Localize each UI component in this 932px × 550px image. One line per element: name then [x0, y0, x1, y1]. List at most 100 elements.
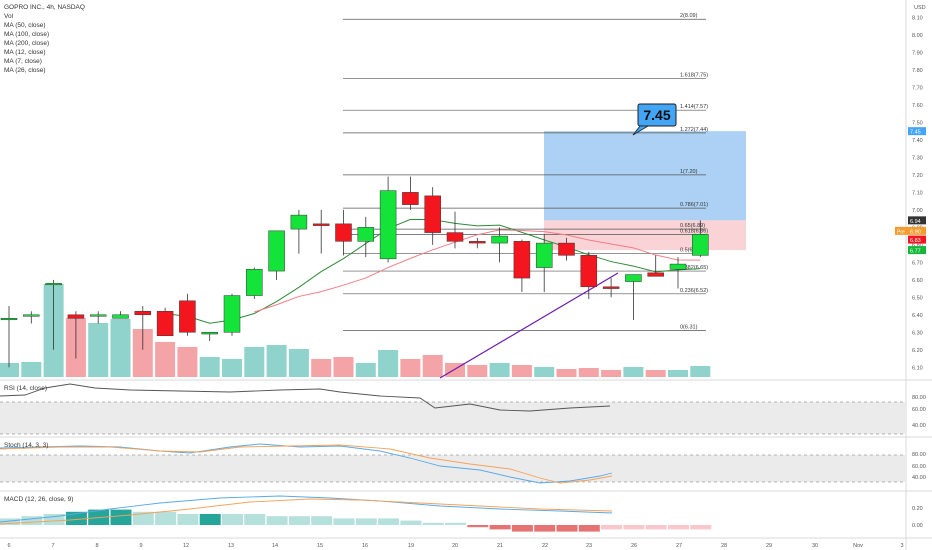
fib-label: 0.618(6.86)	[680, 228, 708, 234]
macd-histogram-bar	[266, 516, 288, 525]
legend-ma12: MA (12, close)	[4, 49, 46, 56]
price-tag-text: 6.94	[910, 219, 921, 225]
time-tick-label: 9	[139, 543, 142, 549]
volume-bar	[601, 370, 622, 377]
macd-histogram-bar	[489, 525, 511, 530]
macd-histogram-bar	[556, 525, 578, 532]
macd-histogram-bar	[311, 516, 333, 525]
price-tick-label: 6.40	[912, 313, 923, 319]
time-tick-label: 16	[362, 543, 368, 549]
target-badge-text: 7.45	[643, 107, 670, 123]
candle-body	[602, 286, 620, 289]
time-tick-label: 28	[721, 543, 727, 549]
price-tick-label: 6.30	[912, 330, 923, 336]
candle-body	[201, 332, 218, 335]
legend-ma100: MA (100, close)	[4, 31, 49, 38]
price-tick-label: 7.60	[912, 103, 923, 109]
legend-ma26: MA (26, close)	[4, 67, 46, 74]
time-tick-label: 14	[272, 543, 278, 549]
currency-label: USD	[914, 5, 926, 11]
volume-bar	[177, 347, 198, 377]
symbol-title: GOPRO INC., 4h, NASDAQ	[4, 4, 85, 11]
time-tick-label: 27	[676, 543, 682, 549]
candles	[0, 176, 709, 368]
price-tick-label: 8.10	[912, 15, 923, 21]
price-tick-label: 7.50	[912, 120, 923, 126]
macd-histogram-bar	[110, 509, 132, 525]
time-tick-label: 20	[452, 543, 458, 549]
price-tag	[908, 235, 926, 244]
macd-histogram-bar	[690, 525, 712, 530]
fib-label: 1.414(7.57)	[680, 104, 708, 110]
time-tick-label: 30	[812, 543, 818, 549]
volume-bar	[645, 370, 666, 377]
macd-histogram-bar	[222, 514, 243, 525]
volume-bar	[88, 323, 109, 377]
price-tag-text: 6.77	[910, 249, 921, 255]
macd-histogram-bar	[378, 518, 400, 525]
volume-bar	[623, 367, 644, 377]
macd-histogram-bar	[333, 518, 355, 525]
macd-histogram-bar	[244, 514, 266, 525]
candle-body	[535, 242, 553, 268]
time-tick-label: Nov	[853, 543, 863, 549]
macd-histogram-bar	[645, 525, 667, 530]
fib-label: 0.382(6.65)	[680, 265, 708, 271]
time-tick-label: 21	[497, 543, 503, 549]
price-tag	[908, 127, 926, 136]
volume-bar	[244, 347, 265, 377]
macd-histogram-bar	[601, 525, 623, 530]
rsi-line	[0, 383, 611, 412]
macd-histogram-bar	[400, 520, 422, 525]
stoch-tick-label: 60.00	[912, 464, 926, 470]
volume-bar	[578, 368, 599, 377]
signal-line	[0, 498, 613, 525]
price-tag	[908, 226, 926, 235]
time-tick-label: 23	[586, 543, 592, 549]
candle-body	[446, 232, 464, 242]
candle-body	[357, 227, 375, 242]
volume-bar	[199, 357, 220, 377]
volume-bar	[110, 319, 131, 377]
rsi-tick-label: 40.00	[912, 423, 926, 429]
volume-bar	[400, 359, 421, 377]
time-tick-label: 8	[95, 543, 98, 549]
price-tick-label: 6.20	[912, 348, 923, 354]
macd-histogram-bar	[43, 514, 65, 525]
price-tag-prefix-text: Pre	[897, 229, 905, 235]
candle-body	[625, 274, 642, 282]
candle-body	[469, 241, 486, 244]
candle-body	[45, 283, 62, 286]
volume-bar	[355, 363, 376, 377]
price-tick-label: 7.40	[912, 138, 923, 144]
legend-ma50: MA (50, close)	[4, 22, 46, 29]
rsi-band	[0, 402, 906, 434]
fib-label: 2(8.09)	[680, 13, 698, 19]
candle-body	[134, 311, 152, 316]
candle-body	[558, 242, 575, 256]
target-price-badge[interactable]: 7.45	[632, 103, 677, 136]
price-tick-label: 6.80	[912, 243, 923, 249]
candle-body	[312, 223, 330, 226]
oscillators	[0, 383, 712, 532]
macd-histogram-bar	[21, 516, 43, 525]
price-axis[interactable]: 8.10 8.00 7.90 7.80 7.70 7.60 7.50 7.40 7.30 7.20…	[895, 15, 926, 529]
volume-bar	[222, 359, 242, 377]
macd-histogram-bar	[0, 518, 20, 525]
time-axis[interactable]: 6 7 8 9 12 13 14 15 16 19 20 21 22 23 26 27 28 29 30 Nov 3	[7, 543, 903, 549]
price-tag-text: 7.45	[910, 130, 921, 136]
candle-body	[424, 195, 441, 233]
long-position-tool[interactable]	[544, 131, 746, 251]
macd-histogram-bar	[578, 525, 600, 532]
fib-label: 0.236(6.52)	[680, 288, 708, 294]
ma-line	[254, 229, 701, 313]
macd-histogram-bar	[422, 522, 444, 525]
volume-bar	[311, 359, 332, 377]
macd-histogram-bar	[155, 511, 177, 525]
volume-bars	[0, 284, 711, 377]
volume-bar	[21, 362, 42, 377]
macd-histogram-bar	[65, 511, 87, 525]
candle-body	[669, 263, 687, 270]
stoch-band	[0, 455, 906, 482]
